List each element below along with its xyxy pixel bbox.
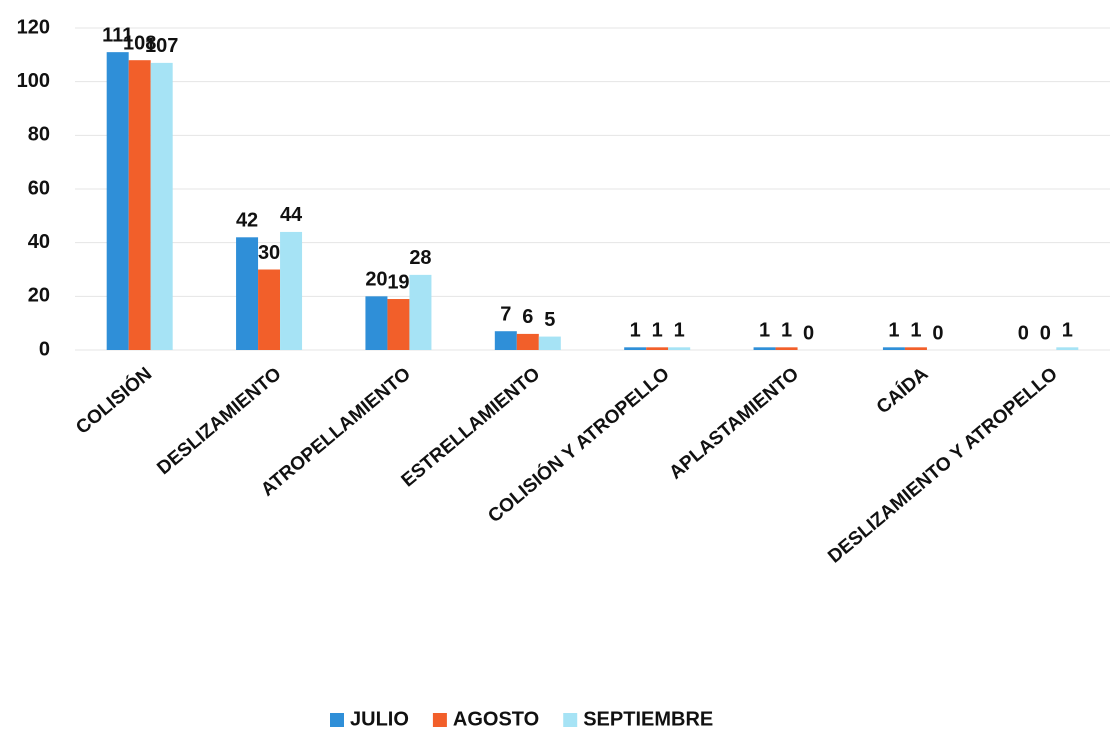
x-tick-label: COLISIÓN [72,363,156,439]
data-label: 1 [674,320,685,342]
data-label: 0 [1040,322,1051,344]
bar [409,274,432,350]
data-label: 30 [258,242,280,264]
bar [128,60,151,350]
x-tick-label: ESTRELLAMIENTO [398,364,545,492]
data-label: 28 [409,247,431,269]
y-tick-label: 100 [17,70,50,92]
bar [280,231,303,350]
y-tick-label: 80 [28,124,50,146]
bar [775,347,798,350]
data-label: 1 [630,320,641,342]
data-label: 1 [888,320,899,342]
x-tick-label: DESLIZAMIENTO [153,364,285,480]
data-label: 0 [932,322,943,344]
bar [668,347,691,350]
bar [646,347,669,350]
bar [904,347,927,350]
bar [624,347,647,350]
data-label: 1 [652,320,663,342]
x-tick-label: ATROPELLAMIENTO [257,364,415,501]
legend-label: AGOSTO [453,708,539,730]
y-tick-label: 20 [28,285,50,307]
data-label: 5 [544,309,555,331]
bar [1056,347,1079,350]
bar [106,52,129,351]
data-label: 111 [102,24,133,46]
y-tick-label: 60 [28,177,50,199]
data-label: 0 [1018,322,1029,344]
bar [236,237,259,350]
bar [258,269,281,350]
bar [387,299,410,350]
data-label: 108 [123,32,156,54]
y-tick-label: 120 [17,16,50,38]
data-label: 107 [145,35,178,57]
bar [538,336,561,350]
bar [150,62,173,351]
legend-label: SEPTIEMBRE [583,708,713,730]
x-tick-label: DESLIZAMIENTO Y ATROPELLO [824,364,1062,568]
bar [753,347,776,350]
bar [882,347,905,350]
data-label: 1 [1062,320,1073,342]
data-label: 20 [365,269,387,291]
data-label: 6 [522,306,533,328]
data-label: 1 [910,320,921,342]
legend-swatch [330,713,344,727]
data-label: 0 [803,322,814,344]
data-label: 42 [236,210,258,232]
data-label: 1 [759,320,770,342]
x-tick-label: APLASTAMIENTO [666,364,803,484]
bar [365,296,388,350]
bar [494,331,517,350]
data-label: 1 [781,320,792,342]
legend-swatch [563,713,578,727]
bar [516,333,539,350]
data-label: 7 [500,303,511,325]
legend-swatch [432,713,447,727]
legend-label: JULIO [350,708,409,730]
data-label: 44 [280,204,303,226]
x-tick-label: CAÍDA [872,363,932,419]
y-tick-label: 40 [28,231,50,253]
data-label: 19 [387,271,409,293]
y-tick-label: 0 [39,338,50,360]
